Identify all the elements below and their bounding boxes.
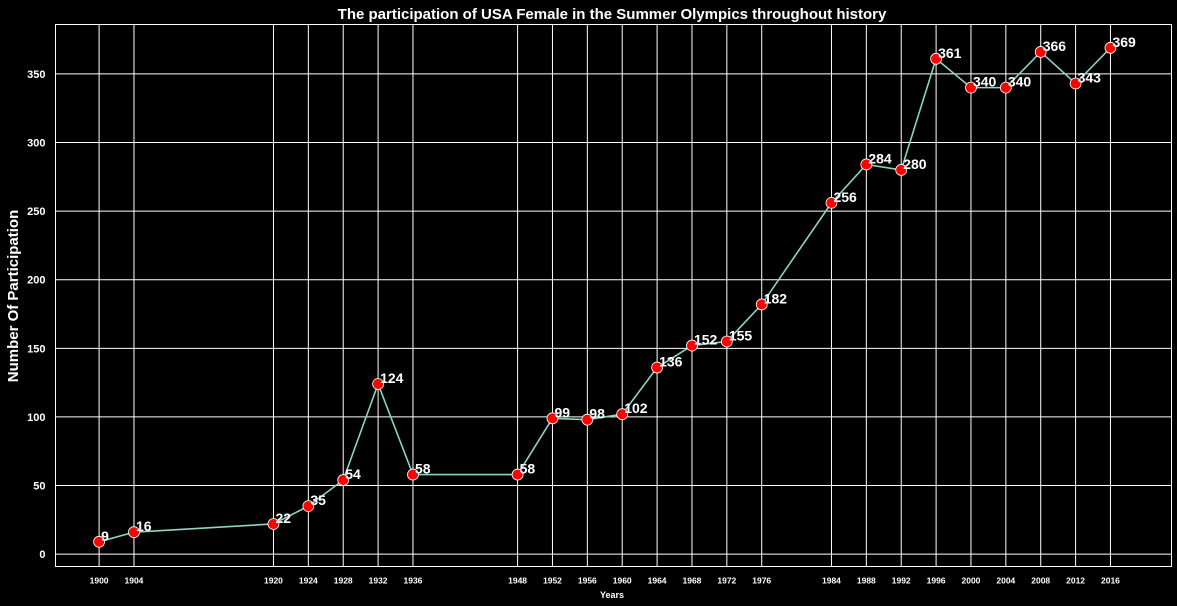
x-tick-label: 1976 [752,576,771,586]
y-tick-label: 300 [27,138,45,150]
y-tick-label: 100 [27,412,45,424]
series-line [98,47,1112,543]
data-point [930,52,942,65]
data-point [965,81,977,94]
data-label: 35 [310,492,326,508]
data-label: 340 [973,74,997,90]
data-point [407,468,419,481]
data-label: 366 [1043,38,1067,54]
x-axis: 1900 1904 1920 1924 1928 1932 1936 1948 1952 1956… [90,576,1121,586]
data-point [825,196,838,209]
data-point [651,361,663,374]
x-tick-label: 1996 [927,576,946,586]
data-point [337,474,350,486]
x-tick-label: 1988 [857,576,876,586]
y-axis: 0 50 100 150 200 250 300 350 [27,69,45,561]
data-point [581,413,594,426]
data-label: 280 [903,156,927,172]
data-label: 22 [275,510,291,526]
data-label: 152 [694,332,718,348]
data-label: 54 [345,466,361,482]
data-label: 124 [380,370,404,386]
x-tick-label: 1928 [334,576,353,586]
data-point [1069,77,1082,90]
x-tick-label: 1948 [508,576,527,586]
x-tick-label: 2016 [1101,576,1120,586]
data-label: 136 [659,354,683,370]
data-label: 182 [764,290,788,306]
x-tick-label: 1960 [613,576,632,586]
data-label: 99 [554,404,570,420]
data-label: 9 [101,528,109,544]
data-point [93,535,105,548]
data-label: 16 [136,518,152,534]
x-tick-label: 2012 [1066,576,1085,586]
y-tick-label: 150 [27,343,45,355]
data-point [546,412,559,425]
x-tick-label: 1952 [543,576,562,586]
data-label: 369 [1112,34,1136,50]
data-label: 98 [589,406,605,422]
x-tick-label: 1924 [299,576,318,586]
data-label: 58 [415,461,431,477]
data-point [372,378,384,390]
data-point [616,408,629,421]
data-point [860,158,873,171]
data-point [302,500,315,513]
x-tick-label: 1956 [578,576,597,586]
y-tick-label: 0 [39,549,45,561]
x-axis-label: Years [600,590,624,600]
data-point [267,518,280,530]
data-label: 102 [624,400,648,416]
x-tick-label: 1900 [90,576,109,586]
data-label: 256 [833,189,857,205]
x-tick-label: 2008 [1031,576,1050,586]
x-tick-label: 1968 [683,576,702,586]
data-label: 58 [520,461,536,477]
x-tick-label: 2004 [996,576,1015,586]
data-label: 340 [1008,74,1032,90]
y-tick-label: 250 [27,206,45,218]
data-point [128,526,140,539]
x-tick-label: 1920 [264,576,283,586]
data-label: 155 [729,327,753,343]
y-tick-label: 200 [27,275,45,287]
data-point [999,81,1012,94]
plot-frame [55,24,1172,567]
x-tick-label: 1992 [892,576,911,586]
x-tick-label: 2000 [962,576,981,586]
data-point [755,298,768,311]
y-axis-label: Number Of Participation [5,210,22,383]
data-point [686,339,698,352]
x-tick-label: 1984 [822,576,841,586]
data-point [511,468,524,481]
data-label: 361 [938,45,962,61]
data-point [1034,46,1047,58]
chart-title: The participation of USA Female in the S… [338,6,887,23]
data-label: 284 [868,150,892,166]
x-tick-label: 1936 [404,576,423,586]
y-tick-label: 350 [27,69,45,81]
data-point [720,335,733,348]
x-tick-label: 1964 [648,576,667,586]
grid [55,24,1172,567]
x-tick-label: 1932 [369,576,388,586]
data-point [895,164,908,176]
data-label: 343 [1078,70,1102,86]
series-usa-female: 9 16 22 35 54 124 58 58 99 98 102 136 152 155 182 256 28… [93,34,1136,548]
y-tick-label: 50 [33,481,45,493]
x-tick-label: 1972 [717,576,736,586]
x-tick-label: 1904 [125,576,144,586]
data-point [1104,41,1117,54]
